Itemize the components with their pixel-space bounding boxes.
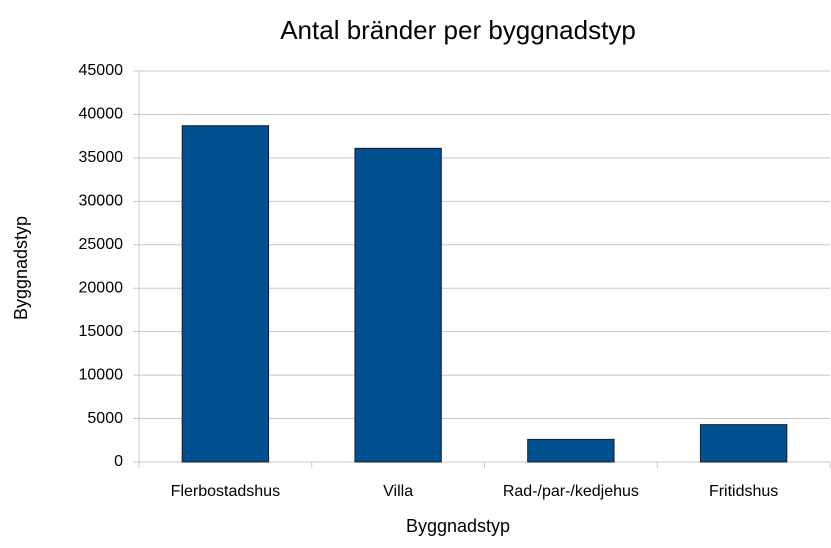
bar [699,424,788,463]
y-tick-label: 5000 [87,410,123,427]
y-tick-label: 20000 [79,279,124,296]
chart-title: Antal bränder per byggnadstyp [280,15,636,45]
y-tick-label: 40000 [79,106,124,123]
y-tick-label: 0 [114,453,123,470]
bar [354,147,442,463]
y-tick-label: 10000 [79,366,124,383]
x-tick-label: Villa [383,483,413,500]
x-tick-label: Fritidshus [709,483,778,500]
y-axis-label: Byggnadstyp [11,216,31,320]
y-tick-label: 25000 [79,236,124,253]
y-tick-label: 45000 [79,62,124,79]
y-tick-label: 15000 [79,323,124,340]
x-tick-label: Rad-/par-/kedjehus [503,483,639,500]
x-axis-label: Byggnadstyp [406,516,510,536]
bar [181,125,270,463]
bar [527,438,615,463]
y-tick-label: 35000 [79,149,124,166]
y-tick-label: 30000 [79,193,124,210]
x-tick-label: Flerbostadshus [171,483,280,500]
